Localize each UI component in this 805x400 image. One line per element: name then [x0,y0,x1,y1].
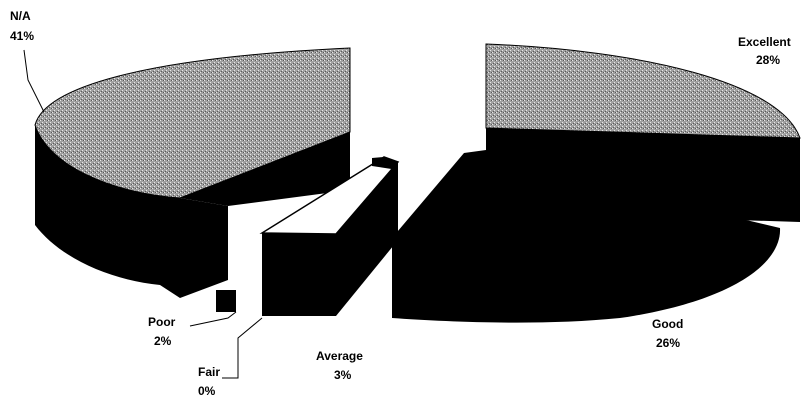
label-name-na: N/A [10,9,31,23]
slice-na [34,47,351,298]
slice-average-edge [336,162,398,316]
leader-line-fair [222,317,263,379]
label-name-fair: Fair [198,365,220,379]
label-value-excellent: 28% [756,53,780,67]
slice-na-top [34,47,351,199]
label-name-poor: Poor [148,315,176,329]
slice-average-inner [372,157,398,170]
leader-line-na [23,49,45,113]
slice-excellent-top [485,43,801,139]
label-name-good: Good [652,317,683,331]
label-value-fair: 0% [198,384,216,398]
slice-excellent-cap [464,150,486,214]
slice-excellent-side [486,128,800,222]
slice-poor [216,290,236,312]
slice-average-side [262,233,336,316]
slice-na-side [35,125,228,298]
slice-excellent [464,43,801,222]
label-value-na: 41% [10,29,34,43]
label-name-excellent: Excellent [738,35,791,49]
leader-line-poor [189,311,237,327]
label-value-average: 3% [334,368,352,382]
label-value-poor: 2% [154,334,172,348]
slice-average [259,156,400,316]
slice-na-rim [180,132,350,206]
label-value-good: 26% [656,336,680,350]
label-name-average: Average [316,349,363,363]
slice-poor-side [216,290,236,312]
